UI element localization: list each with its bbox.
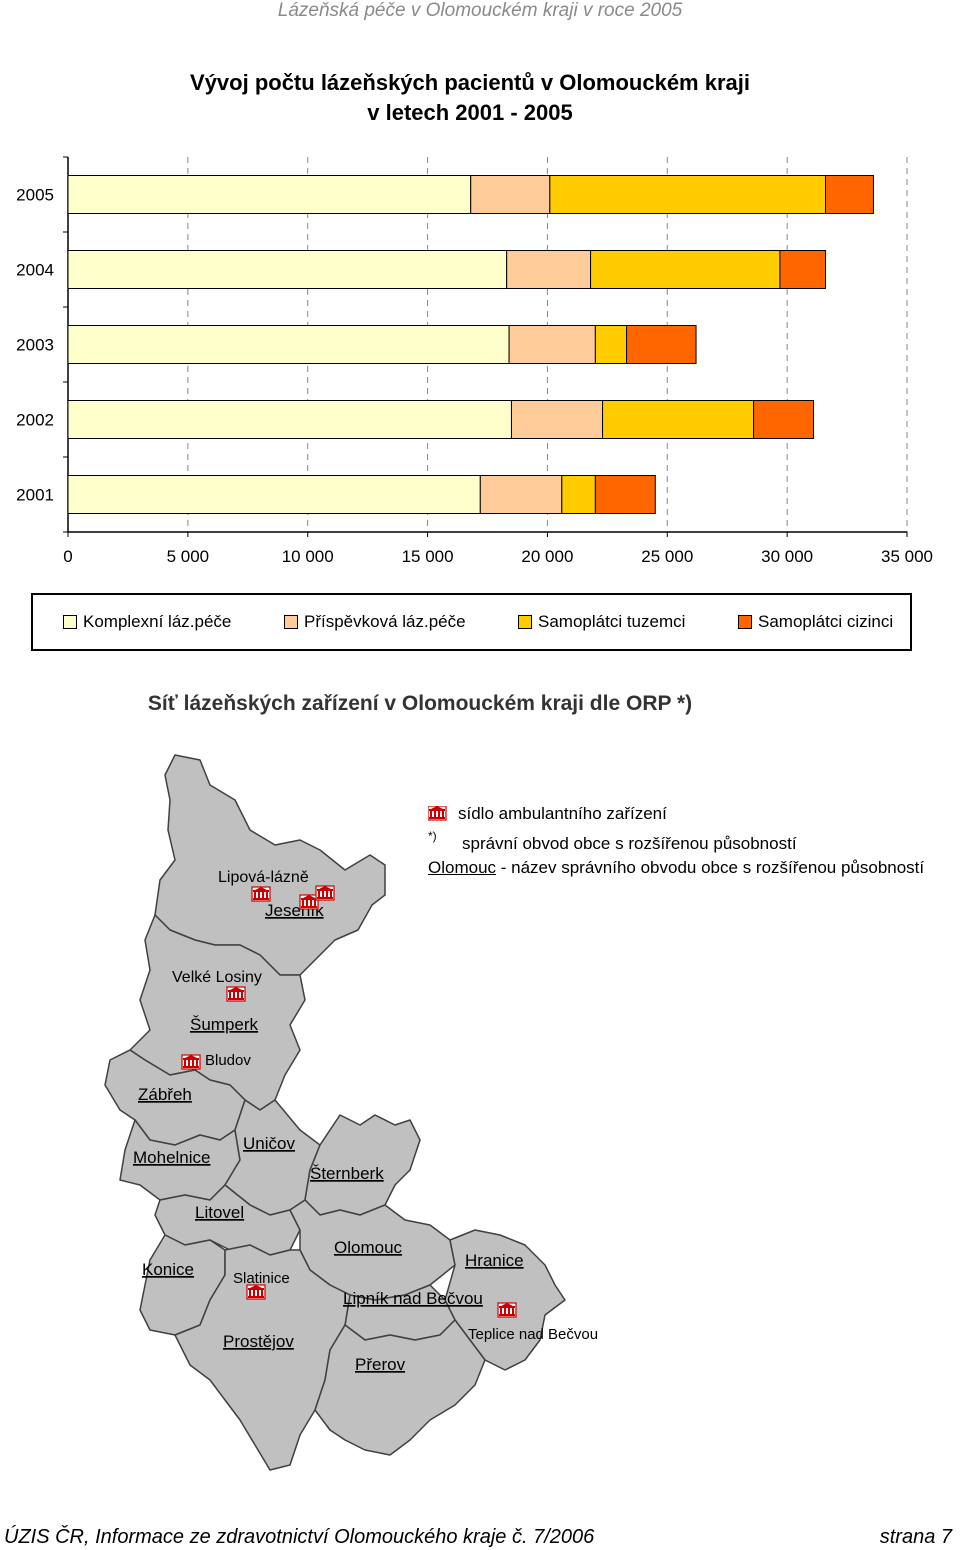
bar-segment: [779, 250, 826, 289]
region-labels: JeseníkŠumperkZábřehMohelniceUničovŠtern…: [133, 869, 598, 1374]
spa-icon: [315, 885, 335, 901]
bar-segment: [67, 400, 512, 439]
x-tick-label: 0: [63, 547, 72, 566]
page-header: Lázeňská péče v Olomouckém kraji v roce …: [277, 0, 683, 21]
chart-title: Vývoj počtu lázeňských pacientů v Olomou…: [0, 68, 940, 128]
spa-icon: [299, 894, 319, 910]
spa-icon: [497, 1302, 517, 1318]
region-label: Lipník nad Bečvou: [343, 1289, 483, 1308]
chart-title-line-1: Vývoj počtu lázeňských pacientů v Olomou…: [190, 70, 750, 95]
y-tick-label: 2004: [16, 261, 54, 280]
legend-label: Příspěvková láz.péče: [304, 612, 466, 631]
legend-entry: Samoplátci cizinci: [738, 595, 893, 649]
legend-label: Samoplátci tuzemci: [538, 612, 686, 631]
legend-example-text: - název správního obvodu obce s rozšířen…: [496, 858, 925, 877]
footer-source: ÚZIS ČR, Informace ze zdravotnictví Olom…: [4, 1526, 595, 1548]
legend-example-name: Olomouc: [428, 858, 497, 877]
region-label: Litovel: [195, 1203, 244, 1222]
region-label: Mohelnice: [133, 1148, 211, 1167]
y-tick-label: 2003: [16, 336, 54, 355]
spa-label: Teplice nad Bečvou: [468, 1326, 598, 1343]
x-tick-label: 5 000: [167, 547, 210, 566]
region-label: Zábřeh: [138, 1085, 192, 1104]
bar-segment: [561, 475, 596, 514]
spa-icon: [226, 986, 246, 1002]
region-prostejov: [174, 1244, 351, 1471]
footer-page-number: strana 7: [879, 1526, 952, 1548]
spa-icon: [246, 1284, 266, 1300]
bar-segment: [506, 250, 592, 289]
legend-asterisk: *): [428, 829, 437, 843]
bar-segment: [67, 250, 508, 289]
bar-segment: [67, 175, 472, 214]
legend-swatch: [284, 615, 298, 629]
spa-label: Bludov: [205, 1052, 251, 1069]
y-tick-label: 2002: [16, 411, 54, 430]
region-jesenik: [154, 754, 386, 976]
region-label: Uničov: [243, 1134, 295, 1153]
map-regions: [104, 754, 566, 1471]
legend-swatch: [63, 615, 77, 629]
x-tick-label: 10 000: [282, 547, 334, 566]
spa-label: Slatinice: [233, 1270, 290, 1287]
bar-segment: [594, 475, 656, 514]
spa-facility-icon: [428, 806, 447, 821]
map-title: Síť lázeňských zařízení v Olomouckém kra…: [147, 692, 693, 715]
bar-segment: [824, 175, 874, 214]
x-tick-label: 20 000: [521, 547, 573, 566]
stacked-bar-chart: 0 5 000 10 000 15 000 20 000 25 000 30 000 35 0…: [16, 156, 933, 566]
legend-entry: Příspěvková láz.péče: [284, 595, 466, 649]
legend-entry: Komplexní láz.péče: [63, 595, 231, 649]
spa-icon: [181, 1054, 201, 1070]
x-tick-label: 25 000: [641, 547, 693, 566]
bar-segment: [470, 175, 551, 214]
y-tick-label: 2005: [16, 186, 54, 205]
bar-segment: [602, 400, 755, 439]
bar-segment: [510, 400, 604, 439]
y-tick-label: 2001: [16, 486, 54, 505]
region-label: Konice: [142, 1260, 194, 1279]
bar-segment: [508, 325, 596, 364]
x-tick-label: 35 000: [881, 547, 933, 566]
region-label: Šternberk: [310, 1164, 384, 1183]
legend-label: Samoplátci cizinci: [758, 612, 894, 631]
x-tick-label: 30 000: [761, 547, 813, 566]
legend-entry: Samoplátci tuzemci: [518, 595, 685, 649]
bar-segment: [590, 250, 781, 289]
bar-segment: [67, 325, 510, 364]
region-label: Olomouc: [334, 1238, 403, 1257]
region-map: JeseníkŠumperkZábřehMohelniceUničovŠtern…: [104, 754, 598, 1471]
spa-label: Velké Losiny: [172, 969, 262, 986]
chart-title-line-2: v letech 2001 - 2005: [367, 100, 573, 125]
region-label: Hranice: [465, 1251, 524, 1270]
region-label: Přerov: [355, 1355, 406, 1374]
bar-segment: [626, 325, 697, 364]
legend-orp-text: správní obvod obce s rozšířenou působnos…: [462, 834, 797, 853]
spa-icon: [251, 886, 271, 902]
bar-segment: [753, 400, 815, 439]
region-prerov: [314, 1319, 486, 1456]
legend-swatch: [518, 615, 532, 629]
bar-segment: [549, 175, 826, 214]
bar-segment: [67, 475, 481, 514]
region-label: Prostějov: [223, 1332, 294, 1351]
legend-facility-text: sídlo ambulantního zařízení: [458, 804, 667, 823]
legend-label: Komplexní láz.péče: [83, 612, 232, 631]
region-label: Šumperk: [190, 1015, 259, 1034]
legend-swatch: [738, 615, 752, 629]
bar-segment: [594, 325, 628, 364]
chart-legend: Komplexní láz.péče Příspěvková láz.péče Sa…: [31, 593, 912, 651]
x-tick-label: 15 000: [402, 547, 454, 566]
spa-label: Lipová-lázně: [218, 869, 309, 886]
bar-segment: [479, 475, 563, 514]
